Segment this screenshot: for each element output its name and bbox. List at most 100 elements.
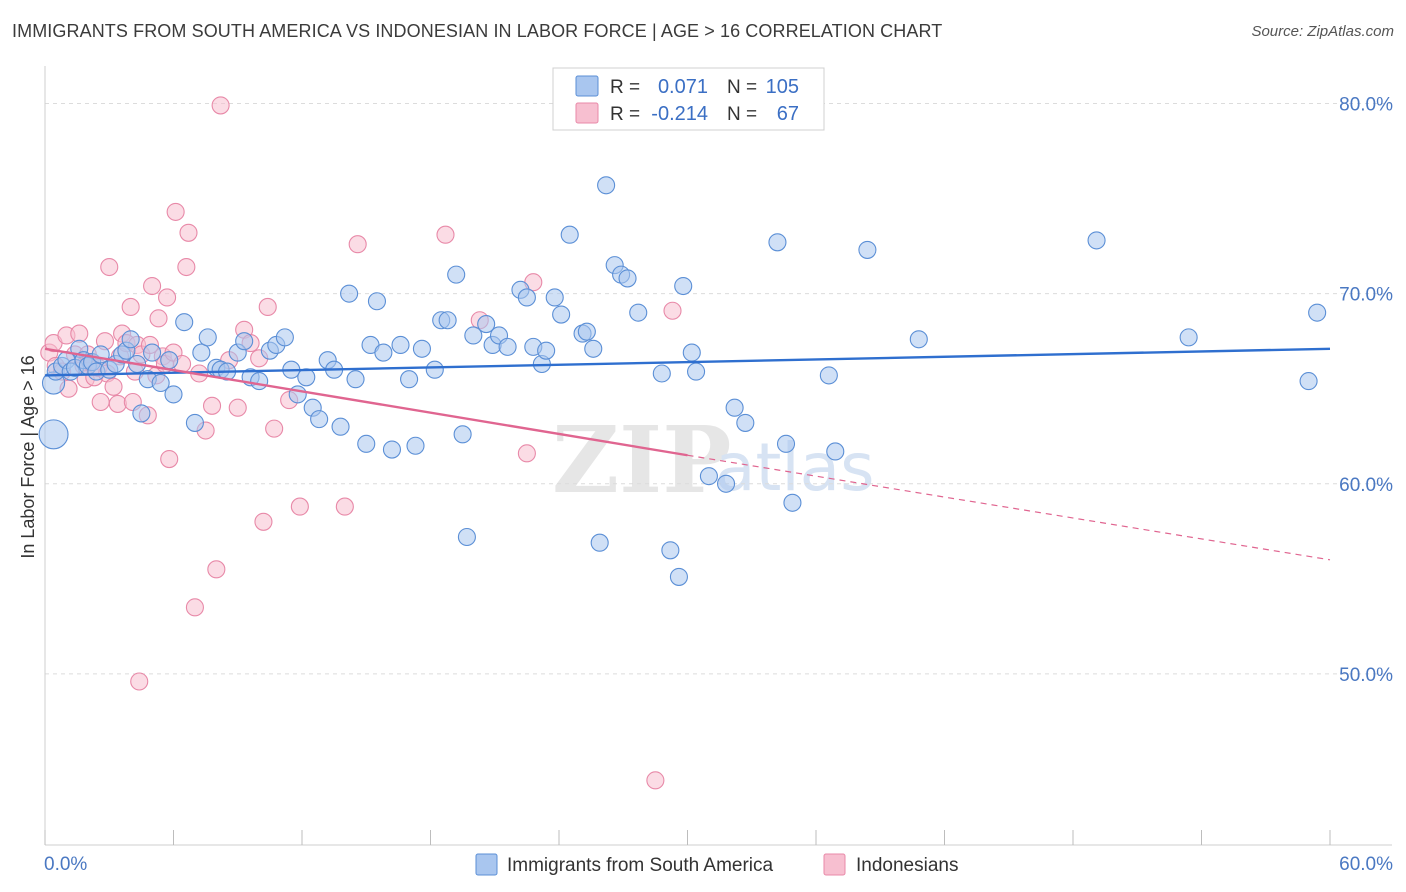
indonesians-point-36	[158, 288, 177, 307]
legend-swatch-indonesians	[823, 853, 846, 876]
x-tick-label-0: 0.0%	[44, 854, 87, 875]
pink-n-value: 67	[777, 103, 799, 125]
south-america-point-48	[346, 370, 365, 389]
south-america-point-79	[584, 339, 603, 358]
south-america-point-12	[91, 345, 110, 364]
south-america-point-51	[367, 292, 387, 311]
pink-swatch	[575, 102, 599, 124]
indonesians-point-31	[143, 276, 162, 296]
south-america-point-76	[560, 225, 579, 244]
south-america-point-86	[652, 364, 671, 383]
south-america-point-47	[340, 284, 359, 303]
south-america-points	[38, 176, 1327, 586]
south-america-point-93	[716, 474, 736, 493]
indonesians-point-58	[290, 497, 309, 516]
stats-legend: R = 0.071 N = 105 R = -0.214 N = 67	[552, 67, 825, 131]
south-america-point-17	[121, 330, 140, 349]
south-america-point-81	[597, 176, 616, 195]
indonesians-point-17	[100, 257, 119, 277]
legend-label-indonesians: Indonesians	[856, 855, 958, 876]
indonesians-point-18	[104, 377, 123, 396]
south-america-point-22	[151, 373, 170, 393]
south-america-point-49	[357, 434, 376, 453]
indonesians-point-19	[108, 394, 127, 413]
blue-n-value: 105	[766, 76, 799, 98]
south-america-point-91	[687, 362, 706, 381]
south-america-point-106	[1308, 303, 1327, 322]
gridlines	[45, 103, 1392, 675]
south-america-point-64	[464, 326, 483, 345]
south-america-point-98	[783, 493, 802, 512]
indonesians-point-42	[179, 223, 198, 242]
indonesians-point-41	[177, 257, 196, 277]
trendline-0	[44, 347, 1331, 377]
trendline-2	[687, 454, 1331, 561]
x-tick-label-1: 60.0%	[1339, 854, 1393, 875]
south-america-point-70	[517, 288, 536, 307]
indonesians-point-63	[517, 444, 536, 463]
south-america-point-84	[618, 269, 637, 288]
chart-title: IMMIGRANTS FROM SOUTH AMERICA VS INDONES…	[12, 21, 943, 41]
blue-n-label: N =	[727, 77, 757, 98]
y-tick-labels: 50.0% 60.0% 70.0% 80.0%	[1339, 95, 1393, 686]
south-america-point-74	[545, 288, 564, 307]
indonesians-point-60	[348, 235, 367, 254]
indonesians-point-46	[203, 396, 222, 415]
y-tick-label-1: 60.0%	[1339, 475, 1393, 496]
indonesians-point-54	[254, 512, 273, 531]
south-america-point-104	[1179, 328, 1198, 347]
south-america-point-87	[661, 541, 680, 560]
south-america-point-25	[175, 313, 194, 332]
trendline-1	[44, 347, 688, 457]
south-america-point-62	[453, 425, 472, 444]
indonesians-point-48	[211, 96, 230, 115]
indonesians-point-23	[121, 297, 140, 317]
south-america-point-65	[477, 315, 496, 334]
south-america-point-38	[275, 328, 294, 347]
indonesians-point-55	[258, 297, 277, 317]
trendlines	[44, 347, 1331, 561]
south-america-point-89	[674, 276, 693, 296]
south-america-point-53	[382, 440, 402, 459]
pink-r-value: -0.214	[651, 103, 708, 125]
south-america-point-85	[629, 303, 648, 322]
south-america-point-80	[590, 533, 609, 552]
south-america-point-101	[858, 240, 877, 259]
south-america-point-94	[725, 398, 744, 417]
south-america-point-88	[669, 567, 688, 586]
y-tick-label-3: 80.0%	[1339, 95, 1393, 116]
south-america-point-103	[1087, 231, 1106, 250]
south-america-point-27	[192, 343, 211, 362]
south-america-point-97	[776, 434, 796, 453]
south-america-point-68	[498, 337, 517, 356]
south-america-point-60	[438, 311, 457, 330]
blue-r-value: 0.071	[658, 76, 708, 98]
south-america-point-78	[577, 322, 596, 341]
indonesians-point-50	[228, 398, 247, 417]
south-america-point-56	[406, 436, 425, 455]
south-america-point-33	[235, 332, 254, 351]
south-america-point-61	[447, 265, 466, 284]
chart-source: Source: ZipAtlas.com	[1251, 23, 1394, 40]
south-america-point-57	[412, 339, 431, 358]
indonesians-point-37	[160, 449, 179, 469]
legend-swatch-south-america	[475, 853, 498, 876]
south-america-point-58	[425, 360, 444, 379]
south-america-point-96	[768, 233, 787, 252]
south-america-point-26	[185, 413, 204, 432]
south-america-point-75	[552, 305, 571, 324]
indonesians-point-59	[335, 497, 354, 516]
south-america-point-95	[736, 413, 755, 432]
blue-r-label: R =	[610, 77, 640, 98]
indonesians-point-56	[265, 419, 284, 438]
y-axis-label: In Labor Force | Age > 16	[18, 355, 38, 558]
blue-swatch	[575, 75, 599, 97]
south-america-point-43	[310, 410, 329, 429]
axes	[44, 66, 1392, 846]
series-legend: Immigrants from South America Indonesian…	[475, 853, 958, 876]
indonesians-point-27	[130, 672, 149, 691]
south-america-point-55	[400, 370, 419, 389]
south-america-point-54	[391, 335, 410, 355]
x-tick-labels: 0.0% 60.0%	[44, 854, 1393, 875]
indonesians-point-65	[646, 771, 665, 790]
